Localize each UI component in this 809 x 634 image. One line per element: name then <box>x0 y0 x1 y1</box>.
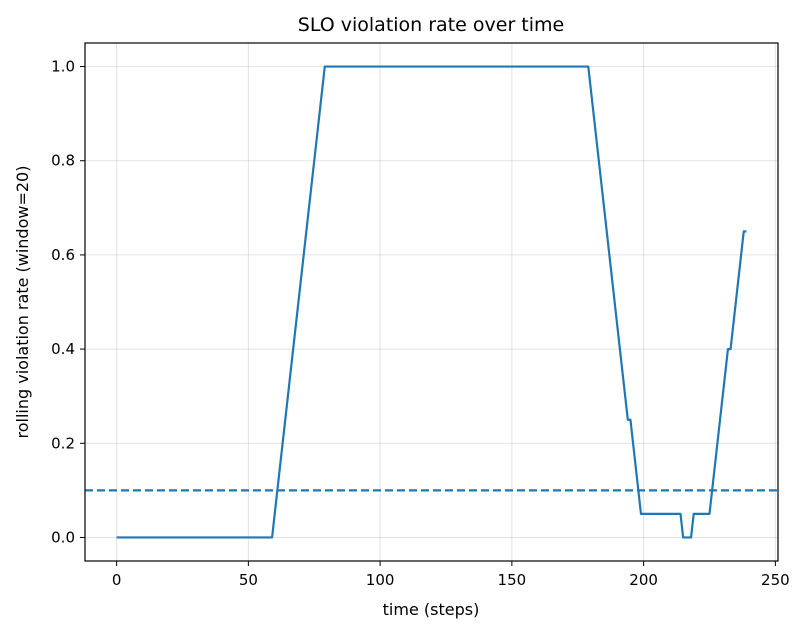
y-axis-label: rolling violation rate (window=20) <box>13 166 32 439</box>
x-tick-label: 0 <box>112 571 122 589</box>
y-tick-label: 0.0 <box>51 528 75 546</box>
x-tick-label: 150 <box>498 571 527 589</box>
x-axis-label: time (steps) <box>383 600 480 619</box>
y-tick-label: 1.0 <box>51 58 75 76</box>
plot-frame <box>84 42 779 562</box>
violation-rate-line <box>116 65 747 539</box>
plot-lines <box>85 65 778 539</box>
ticks: 0 50 100 150 200 250 0.0 0.2 0.4 0.6 0.8 1.0 <box>51 58 790 589</box>
x-tick-label: 50 <box>239 571 258 589</box>
x-tick-label: 250 <box>761 571 790 589</box>
y-tick-label: 0.8 <box>51 152 75 170</box>
y-tick-label: 0.2 <box>51 434 75 452</box>
x-tick-label: 200 <box>629 571 658 589</box>
y-tick-label: 0.6 <box>51 246 75 264</box>
x-tick-label: 100 <box>366 571 395 589</box>
y-tick-label: 0.4 <box>51 340 75 358</box>
chart-title: SLO violation rate over time <box>298 14 564 36</box>
